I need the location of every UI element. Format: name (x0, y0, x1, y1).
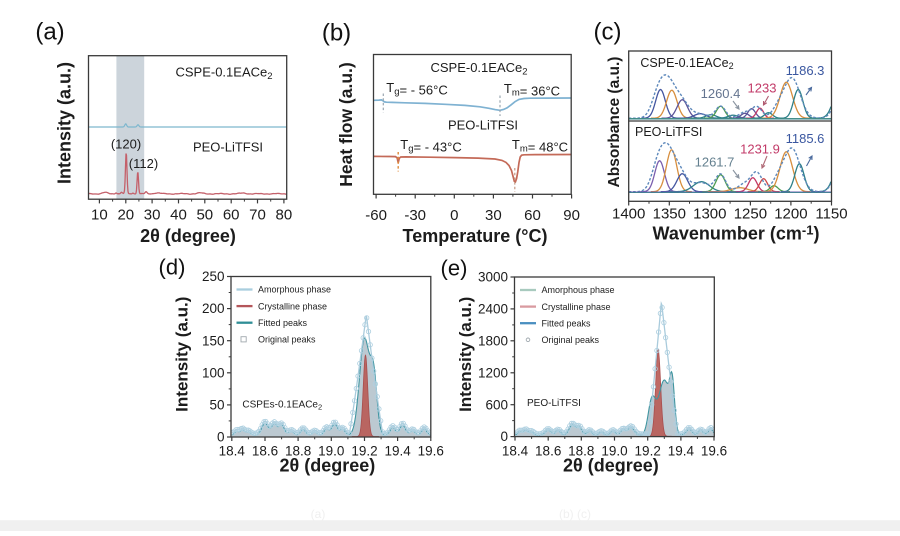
svg-text:19.0: 19.0 (601, 444, 627, 459)
svg-text:PEO-LiTFSI: PEO-LiTFSI (448, 118, 518, 133)
svg-text:1800: 1800 (478, 333, 508, 348)
svg-text:100: 100 (202, 365, 225, 380)
svg-text:30: 30 (144, 207, 161, 224)
svg-text:(b): (b) (322, 20, 351, 47)
svg-text:19.2: 19.2 (351, 444, 377, 459)
svg-text:150: 150 (202, 333, 225, 348)
svg-text:1350: 1350 (653, 206, 686, 223)
svg-text:PEO-LiTFSI: PEO-LiTFSI (193, 140, 263, 155)
svg-text:1200: 1200 (478, 365, 508, 380)
svg-text:1150: 1150 (815, 206, 847, 223)
svg-text:PEO-LiTFSI: PEO-LiTFSI (527, 398, 581, 409)
svg-text:50: 50 (209, 398, 224, 413)
svg-text:(b) (c): (b) (c) (559, 507, 591, 521)
svg-text:18.6: 18.6 (252, 444, 278, 459)
svg-text:Intensity (a.u.): Intensity (a.u.) (456, 297, 475, 412)
svg-text:80: 80 (276, 207, 293, 224)
svg-text:19.4: 19.4 (384, 444, 411, 459)
svg-text:PEO-LiTFSI: PEO-LiTFSI (635, 125, 702, 139)
svg-text:-60: -60 (365, 207, 387, 224)
svg-text:Absorbance (a.u.): Absorbance (a.u.) (606, 57, 623, 188)
svg-text:CSPE-0.1EACe2: CSPE-0.1EACe2 (640, 56, 733, 71)
svg-text:(c): (c) (594, 19, 622, 46)
svg-text:(120): (120) (111, 137, 141, 152)
svg-text:200: 200 (202, 301, 225, 316)
svg-text:Crystalline phase: Crystalline phase (542, 302, 611, 312)
svg-text:19.6: 19.6 (418, 444, 444, 459)
svg-text:(d): (d) (159, 255, 186, 280)
svg-text:18.8: 18.8 (285, 444, 311, 459)
svg-text:Fitted peaks: Fitted peaks (258, 318, 308, 328)
svg-text:Tg= - 56°C: Tg= - 56°C (386, 80, 447, 97)
svg-text:Amorphous phase: Amorphous phase (542, 285, 615, 295)
svg-text:1231.9: 1231.9 (740, 142, 780, 157)
svg-text:1233: 1233 (748, 81, 777, 96)
svg-text:250: 250 (202, 269, 225, 284)
svg-text:2θ (degree): 2θ (degree) (280, 456, 376, 476)
svg-text:18.6: 18.6 (535, 444, 561, 459)
svg-text:600: 600 (485, 397, 508, 412)
svg-text:19.4: 19.4 (668, 444, 695, 459)
svg-text:0: 0 (450, 207, 458, 224)
svg-text:19.6: 19.6 (701, 444, 727, 459)
svg-text:Crystalline phase: Crystalline phase (258, 301, 327, 311)
svg-text:1261.7: 1261.7 (695, 155, 735, 170)
svg-text:CSPE-0.1EACe2: CSPE-0.1EACe2 (175, 65, 272, 82)
svg-text:2θ (degree): 2θ (degree) (563, 456, 659, 476)
svg-text:2θ (degree): 2θ (degree) (140, 226, 236, 246)
svg-text:CSPE-0.1EACe2: CSPE-0.1EACe2 (430, 60, 527, 77)
svg-text:Wavenumber (cm-1): Wavenumber (cm-1) (653, 223, 820, 244)
svg-text:(e): (e) (441, 256, 468, 281)
svg-text:Amorphous phase: Amorphous phase (258, 285, 331, 295)
svg-text:20: 20 (117, 207, 134, 224)
svg-text:-30: -30 (404, 207, 426, 224)
svg-text:18.4: 18.4 (502, 444, 529, 459)
svg-text:2400: 2400 (478, 302, 508, 317)
svg-text:0: 0 (217, 430, 225, 445)
svg-text:Original peaks: Original peaks (258, 335, 316, 345)
svg-text:1250: 1250 (734, 206, 767, 223)
svg-text:1300: 1300 (693, 206, 726, 223)
svg-text:(a): (a) (35, 19, 64, 46)
svg-text:Original peaks: Original peaks (542, 335, 600, 345)
svg-text:10: 10 (91, 207, 108, 224)
svg-text:Tg= - 43°C: Tg= - 43°C (400, 137, 461, 154)
svg-text:60: 60 (223, 207, 240, 224)
svg-text:18.8: 18.8 (568, 444, 594, 459)
svg-text:Intensity (a.u.): Intensity (a.u.) (173, 297, 192, 412)
svg-text:Temperature (°C): Temperature (°C) (403, 226, 548, 246)
svg-text:Intensity (a.u.): Intensity (a.u.) (55, 62, 75, 184)
svg-text:60: 60 (524, 207, 541, 224)
svg-text:(a): (a) (311, 507, 326, 521)
svg-text:1260.4: 1260.4 (701, 86, 741, 101)
svg-text:18.4: 18.4 (219, 444, 246, 459)
svg-text:3000: 3000 (478, 270, 508, 285)
svg-text:1185.6: 1185.6 (786, 131, 825, 146)
svg-text:30: 30 (485, 207, 502, 224)
svg-text:(112): (112) (129, 156, 158, 171)
svg-text:19.2: 19.2 (635, 444, 661, 459)
svg-text:1400: 1400 (612, 206, 645, 223)
svg-text:Fitted peaks: Fitted peaks (542, 318, 592, 328)
svg-text:50: 50 (196, 207, 213, 224)
svg-text:CSPEs-0.1EACe2: CSPEs-0.1EACe2 (242, 400, 322, 412)
svg-text:90: 90 (563, 207, 580, 224)
svg-text:1200: 1200 (774, 206, 807, 223)
svg-text:70: 70 (249, 207, 266, 224)
svg-text:1186.3: 1186.3 (786, 63, 825, 78)
svg-text:0: 0 (500, 429, 508, 444)
svg-text:19.0: 19.0 (318, 444, 344, 459)
svg-text:40: 40 (170, 207, 187, 224)
svg-text:Heat flow (a.u.): Heat flow (a.u.) (336, 62, 356, 186)
